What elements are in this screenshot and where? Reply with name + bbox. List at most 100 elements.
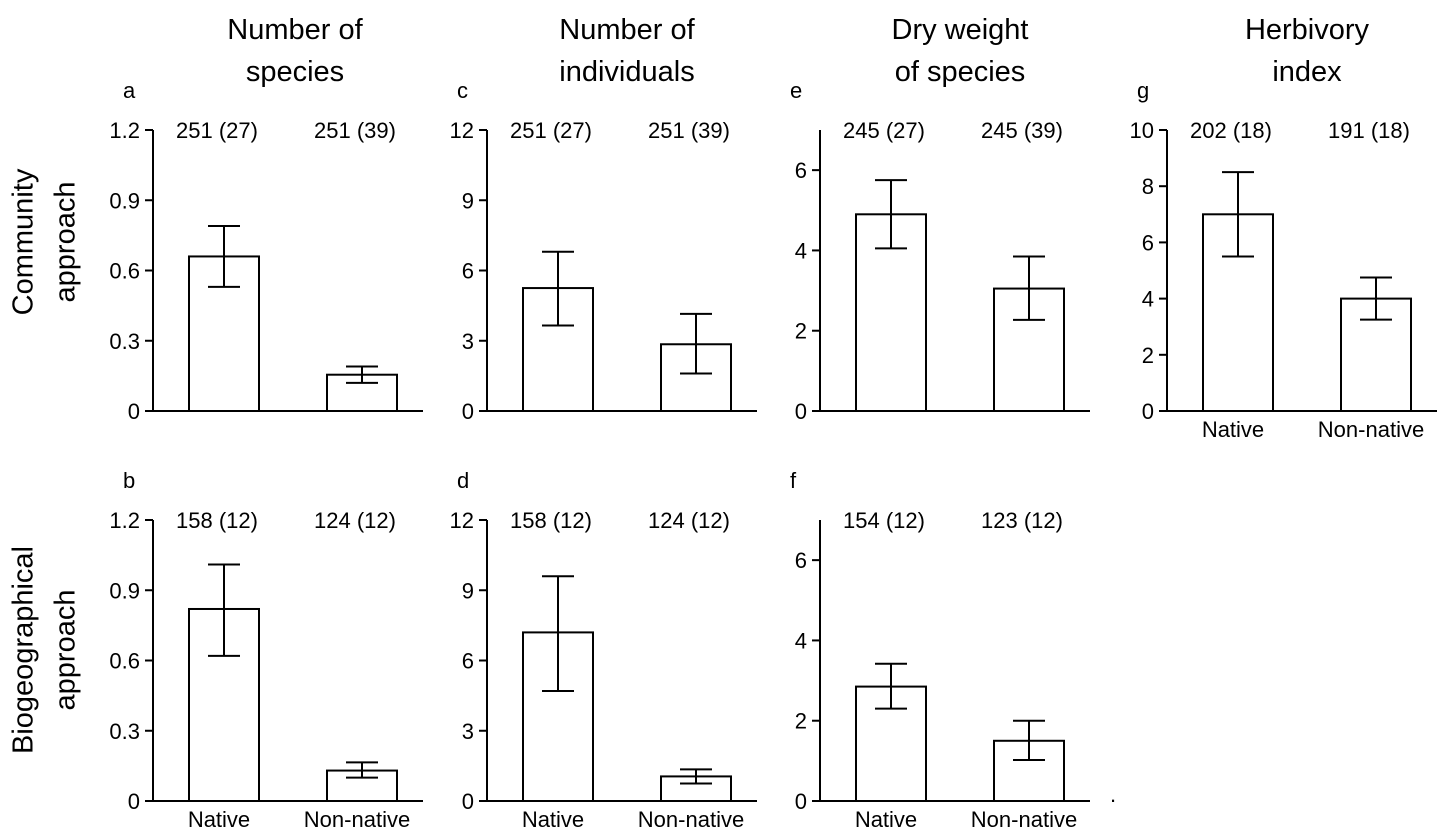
y-tick-label-c-4: 12 bbox=[450, 118, 474, 143]
y-tick-label-b-0: 0 bbox=[128, 789, 140, 814]
y-tick-label-g-0: 0 bbox=[1142, 399, 1154, 424]
column-title-1-line-0: Number of bbox=[559, 14, 695, 46]
y-tick-label-g-1: 2 bbox=[1142, 343, 1154, 368]
panel-d: d 0 3 6 9 12 158 (12) Native 124 (12) Non-native bbox=[450, 468, 757, 831]
row-title-0-line-1: approach bbox=[50, 182, 82, 303]
column-title-2-line-1: of species bbox=[895, 56, 1026, 88]
y-tick-label-a-1: 0.3 bbox=[109, 329, 140, 354]
error-bar-c-0 bbox=[542, 250, 574, 327]
sample-size-label-b-0: 158 (12) bbox=[176, 508, 258, 533]
y-tick-label-b-1: 0.3 bbox=[109, 719, 140, 744]
y-tick-label-a-3: 0.9 bbox=[109, 188, 140, 213]
error-bar-g-0 bbox=[1222, 171, 1254, 258]
error-bar-f-0 bbox=[875, 662, 907, 710]
error-bar-d-1 bbox=[680, 768, 712, 785]
y-tick-label-a-4: 1.2 bbox=[109, 118, 140, 143]
error-bar-e-1 bbox=[1013, 255, 1045, 321]
error-bar-b-1 bbox=[346, 761, 378, 779]
y-tick-label-c-1: 3 bbox=[462, 329, 474, 354]
row-title-1-line-0: Biogeographical bbox=[8, 546, 40, 754]
y-tick-label-a-2: 0.6 bbox=[109, 259, 140, 284]
y-tick-label-g-4: 8 bbox=[1142, 174, 1154, 199]
category-label-b-1: Non-native bbox=[304, 807, 410, 831]
panel-letter-d: d bbox=[457, 468, 469, 493]
category-label-f-0: Native bbox=[855, 807, 917, 831]
error-bar-g-1 bbox=[1360, 276, 1392, 321]
panel-f: f 0 2 4 6 154 (12) Native 123 (12) Non-native bbox=[790, 468, 1090, 831]
y-tick-label-f-3: 6 bbox=[795, 548, 807, 573]
error-bar-f-1 bbox=[1013, 719, 1045, 762]
column-title-3-line-1: index bbox=[1272, 56, 1342, 88]
y-tick-label-d-1: 3 bbox=[462, 719, 474, 744]
y-tick-label-d-0: 0 bbox=[462, 789, 474, 814]
y-tick-label-c-0: 0 bbox=[462, 399, 474, 424]
y-tick-label-b-4: 1.2 bbox=[109, 508, 140, 533]
column-title-1-line-1: individuals bbox=[559, 56, 694, 88]
category-label-d-1: Non-native bbox=[638, 807, 744, 831]
sample-size-label-c-0: 251 (27) bbox=[510, 118, 592, 143]
category-label-f-1: Non-native bbox=[971, 807, 1077, 831]
sample-size-label-a-0: 251 (27) bbox=[176, 118, 258, 143]
panel-letter-e: e bbox=[790, 78, 802, 103]
panel-c: c 0 3 6 9 12 251 (27) 251 (39) bbox=[450, 78, 757, 424]
panel-e: e 0 2 4 6 245 (27) 245 (39) bbox=[790, 78, 1090, 424]
error-bar-d-0 bbox=[542, 575, 574, 692]
sample-size-label-b-1: 124 (12) bbox=[314, 508, 396, 533]
y-tick-label-d-3: 9 bbox=[462, 578, 474, 603]
y-tick-label-b-3: 0.9 bbox=[109, 578, 140, 603]
error-bar-a-0 bbox=[208, 225, 240, 288]
sample-size-label-d-1: 124 (12) bbox=[648, 508, 730, 533]
y-tick-label-e-1: 2 bbox=[795, 319, 807, 344]
sample-size-label-g-0: 202 (18) bbox=[1190, 118, 1272, 143]
panel-g: g 0 2 4 6 8 10 202 (18) Native 191 (18) Non-native bbox=[1130, 78, 1437, 442]
sample-size-label-g-1: 191 (18) bbox=[1328, 118, 1410, 143]
y-tick-label-f-1: 2 bbox=[795, 709, 807, 734]
sample-size-label-a-1: 251 (39) bbox=[314, 118, 396, 143]
error-bar-c-1 bbox=[680, 312, 712, 375]
row-title-0-line-0: Community bbox=[8, 168, 40, 315]
y-tick-label-d-4: 12 bbox=[450, 508, 474, 533]
row-title-1-line-1: approach bbox=[50, 590, 82, 711]
category-label-b-0: Native bbox=[188, 807, 250, 831]
category-label-g-1: Non-native bbox=[1318, 417, 1424, 442]
y-tick-label-e-2: 4 bbox=[795, 238, 807, 263]
error-bar-a-1 bbox=[346, 365, 378, 384]
panel-letter-f: f bbox=[790, 468, 797, 493]
y-tick-label-b-2: 0.6 bbox=[109, 649, 140, 674]
sample-size-label-e-1: 245 (39) bbox=[981, 118, 1063, 143]
column-title-0-line-0: Number of bbox=[227, 14, 363, 46]
column-title-3-line-0: Herbivory bbox=[1245, 14, 1370, 46]
y-tick-label-g-2: 4 bbox=[1142, 287, 1154, 312]
sample-size-label-f-0: 154 (12) bbox=[843, 508, 925, 533]
category-label-d-0: Native bbox=[522, 807, 584, 831]
column-title-0-line-1: species bbox=[246, 56, 344, 88]
panel-b: b 0 0.3 0.6 0.9 1.2 158 (12) Native 124 (12) Non-… bbox=[109, 468, 423, 831]
panel-letter-g: g bbox=[1137, 78, 1149, 103]
y-tick-label-e-0: 0 bbox=[795, 399, 807, 424]
error-bar-e-0 bbox=[875, 179, 907, 250]
y-tick-label-d-2: 6 bbox=[462, 649, 474, 674]
y-tick-label-f-0: 0 bbox=[795, 789, 807, 814]
y-tick-label-e-3: 6 bbox=[795, 158, 807, 183]
y-tick-label-g-5: 10 bbox=[1130, 118, 1154, 143]
panel-letter-a: a bbox=[123, 78, 136, 103]
panel-letter-c: c bbox=[457, 78, 468, 103]
sample-size-label-f-1: 123 (12) bbox=[981, 508, 1063, 533]
panel-a: a 0 0.3 0.6 0.9 1.2 251 (27) 251 (39) bbox=[109, 78, 423, 424]
sample-size-label-d-0: 158 (12) bbox=[510, 508, 592, 533]
sample-size-label-c-1: 251 (39) bbox=[648, 118, 730, 143]
y-tick-label-c-3: 9 bbox=[462, 188, 474, 213]
y-tick-label-f-2: 4 bbox=[795, 628, 807, 653]
error-bar-b-0 bbox=[208, 563, 240, 657]
y-tick-label-a-0: 0 bbox=[128, 399, 140, 424]
stray-period: . bbox=[1110, 782, 1116, 807]
y-tick-label-g-3: 6 bbox=[1142, 230, 1154, 255]
sample-size-label-e-0: 245 (27) bbox=[843, 118, 925, 143]
y-tick-label-c-2: 6 bbox=[462, 259, 474, 284]
column-title-2-line-0: Dry weight bbox=[892, 14, 1029, 46]
category-label-g-0: Native bbox=[1202, 417, 1264, 442]
panel-letter-b: b bbox=[123, 468, 135, 493]
figure-titles: Number of species Number of individuals Dry … bbox=[8, 14, 1370, 754]
